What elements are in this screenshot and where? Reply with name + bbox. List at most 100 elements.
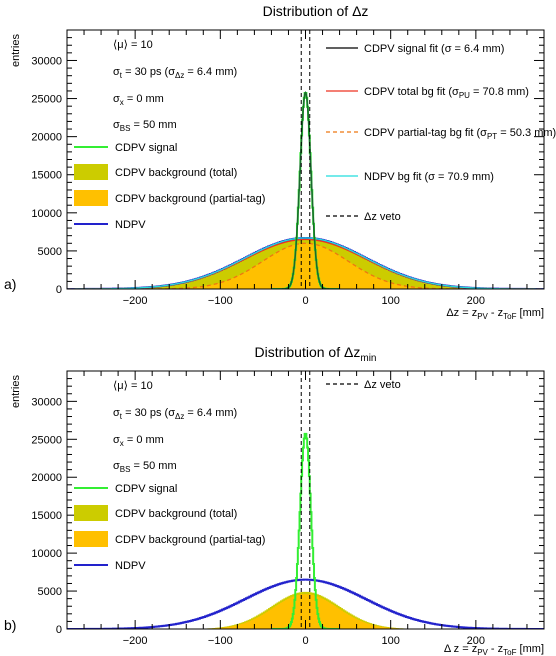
chart-panel-b: Distribution of Δzmin−200 −100 0 100 2005000… bbox=[4, 344, 545, 656]
chart-title-subscript: min bbox=[360, 353, 376, 364]
x-tick-label: −200 bbox=[123, 295, 148, 307]
y-tick-label: 15000 bbox=[31, 510, 62, 522]
info-text: σt = 30 ps (σΔz = 6.4 mm) bbox=[113, 66, 237, 80]
info-text-part: = 50 mm bbox=[130, 460, 176, 472]
info-text-part: = 6.4 mm) bbox=[184, 66, 237, 78]
x-axis-label-part: Δz = z bbox=[446, 307, 477, 319]
info-text: ⟨μ⟩ = 10 bbox=[113, 39, 153, 51]
fit-ndpv-bg-fit bbox=[67, 237, 544, 289]
chart-panel-a: Distribution of Δz −200 −100 0 100 200 5000 100… bbox=[4, 3, 556, 321]
legend-label: CDPV background (total) bbox=[115, 167, 237, 179]
legend-label-part: Δz veto bbox=[364, 379, 401, 391]
x-axis-label: Δ z = zPV - zToF [mm] bbox=[444, 643, 544, 656]
info-text-subscript: t bbox=[120, 412, 123, 421]
x-tick-label: 200 bbox=[467, 295, 485, 307]
x-axis-label-part: Δ z = z bbox=[444, 643, 477, 655]
x-axis-label-subscript: ToF bbox=[503, 648, 516, 656]
series-cdpv-background-partial-tag bbox=[67, 243, 544, 289]
legend-label-part: CDPV signal fit (σ = 6.4 mm) bbox=[364, 43, 504, 55]
x-axis-label-part: - z bbox=[488, 643, 503, 655]
info-text-part: = 30 ps (σ bbox=[122, 66, 175, 78]
info-text: σBS = 50 mm bbox=[113, 119, 177, 133]
y-tick-label: 30000 bbox=[31, 55, 62, 67]
info-text-part: σ bbox=[113, 119, 120, 131]
chart-title: Distribution of Δz bbox=[263, 3, 369, 19]
info-text-part: = 0 mm bbox=[124, 434, 164, 446]
chart-title-text: Distribution of bbox=[263, 3, 352, 19]
series-ndpv bbox=[67, 578, 544, 629]
chart-title: Distribution of Δzmin bbox=[255, 344, 377, 364]
x-axis-label-subscript: ToF bbox=[503, 312, 516, 321]
y-axis-label: entries bbox=[10, 375, 22, 409]
info-text-part: σ bbox=[113, 93, 120, 105]
x-axis-label-part: [mm] bbox=[517, 643, 545, 655]
x-tick-label: 0 bbox=[302, 635, 308, 647]
info-text-part: = 0 mm bbox=[124, 93, 164, 105]
info-text-subscript: BS bbox=[120, 124, 131, 133]
legend-swatch-fill bbox=[74, 164, 108, 180]
legend-label: NDPV bg fit (σ = 70.9 mm) bbox=[364, 171, 494, 183]
info-text-part: = 30 ps (σ bbox=[122, 407, 175, 419]
legend-label-part: = 50.3 mm) bbox=[497, 127, 556, 139]
x-tick-label: 100 bbox=[381, 295, 399, 307]
panel-label: b) bbox=[4, 617, 16, 633]
x-tick-label: −200 bbox=[123, 635, 148, 647]
legend-label: CDPV signal bbox=[115, 142, 177, 154]
info-text-subscript: x bbox=[120, 439, 124, 448]
chart-title-symbol: Δz bbox=[344, 344, 360, 360]
legend-label-part: CDPV partial-tag bg fit (σ bbox=[364, 127, 487, 139]
y-tick-label: 20000 bbox=[31, 132, 62, 144]
info-text: σx = 0 mm bbox=[113, 434, 164, 448]
legend-label: CDPV background (partial-tag) bbox=[115, 534, 265, 546]
info-text-subscript: Δz bbox=[175, 412, 184, 421]
legend-label: CDPV total bg fit (σPU = 70.8 mm) bbox=[364, 86, 529, 100]
legend-label: CDPV partial-tag bg fit (σPT = 50.3 mm) bbox=[364, 127, 556, 141]
x-tick-label: 200 bbox=[467, 635, 485, 647]
x-tick-label: 100 bbox=[381, 635, 399, 647]
info-text-subscript: t bbox=[120, 71, 123, 80]
chart-title-text: Distribution of bbox=[255, 344, 344, 360]
x-tick-label: −100 bbox=[208, 295, 233, 307]
x-tick-label: −100 bbox=[208, 635, 233, 647]
y-tick-label: 5000 bbox=[38, 246, 62, 258]
info-text-part: σ bbox=[113, 434, 120, 446]
legend-label: CDPV background (total) bbox=[115, 508, 237, 520]
panel-label: a) bbox=[4, 276, 16, 292]
legend-label-part: Δz veto bbox=[364, 211, 401, 223]
legend-label: Δz veto bbox=[364, 379, 401, 391]
info-text-part: σ bbox=[113, 460, 120, 472]
y-tick-label: 10000 bbox=[31, 208, 62, 220]
y-tick-label: 30000 bbox=[31, 396, 62, 408]
y-tick-label: 0 bbox=[56, 624, 62, 636]
legend-label-subscript: PU bbox=[459, 91, 470, 100]
legend-label: CDPV signal fit (σ = 6.4 mm) bbox=[364, 43, 504, 55]
x-axis-label-subscript: PV bbox=[477, 648, 488, 656]
info-text-part: = 6.4 mm) bbox=[184, 407, 237, 419]
legend-swatch-fill bbox=[74, 190, 108, 206]
legend-swatch-fill bbox=[74, 531, 108, 547]
info-text: σt = 30 ps (σΔz = 6.4 mm) bbox=[113, 407, 237, 421]
legend-label: Δz veto bbox=[364, 211, 401, 223]
x-axis-label-part: - z bbox=[488, 307, 503, 319]
legend-label-part: CDPV total bg fit (σ bbox=[364, 86, 459, 98]
y-tick-label: 10000 bbox=[31, 548, 62, 560]
chart-title-symbol: Δz bbox=[352, 3, 368, 19]
y-axis-label: entries bbox=[10, 34, 22, 68]
legend-label-part: = 70.8 mm) bbox=[470, 86, 529, 98]
info-text-subscript: BS bbox=[120, 465, 131, 474]
info-text-part: = 50 mm bbox=[130, 119, 176, 131]
y-tick-label: 25000 bbox=[31, 434, 62, 446]
legend-label-part: NDPV bg fit (σ = 70.9 mm) bbox=[364, 171, 494, 183]
legend-label-subscript: PT bbox=[487, 132, 497, 141]
y-tick-label: 0 bbox=[56, 284, 62, 296]
info-text-subscript: Δz bbox=[175, 71, 184, 80]
x-tick-label: 0 bbox=[302, 295, 308, 307]
info-text: σx = 0 mm bbox=[113, 93, 164, 107]
x-axis-label-part: [mm] bbox=[517, 307, 545, 319]
legend-label: NDPV bbox=[115, 560, 146, 572]
info-text-subscript: x bbox=[120, 98, 124, 107]
y-tick-label: 15000 bbox=[31, 170, 62, 182]
info-text-part: σ bbox=[113, 407, 120, 419]
